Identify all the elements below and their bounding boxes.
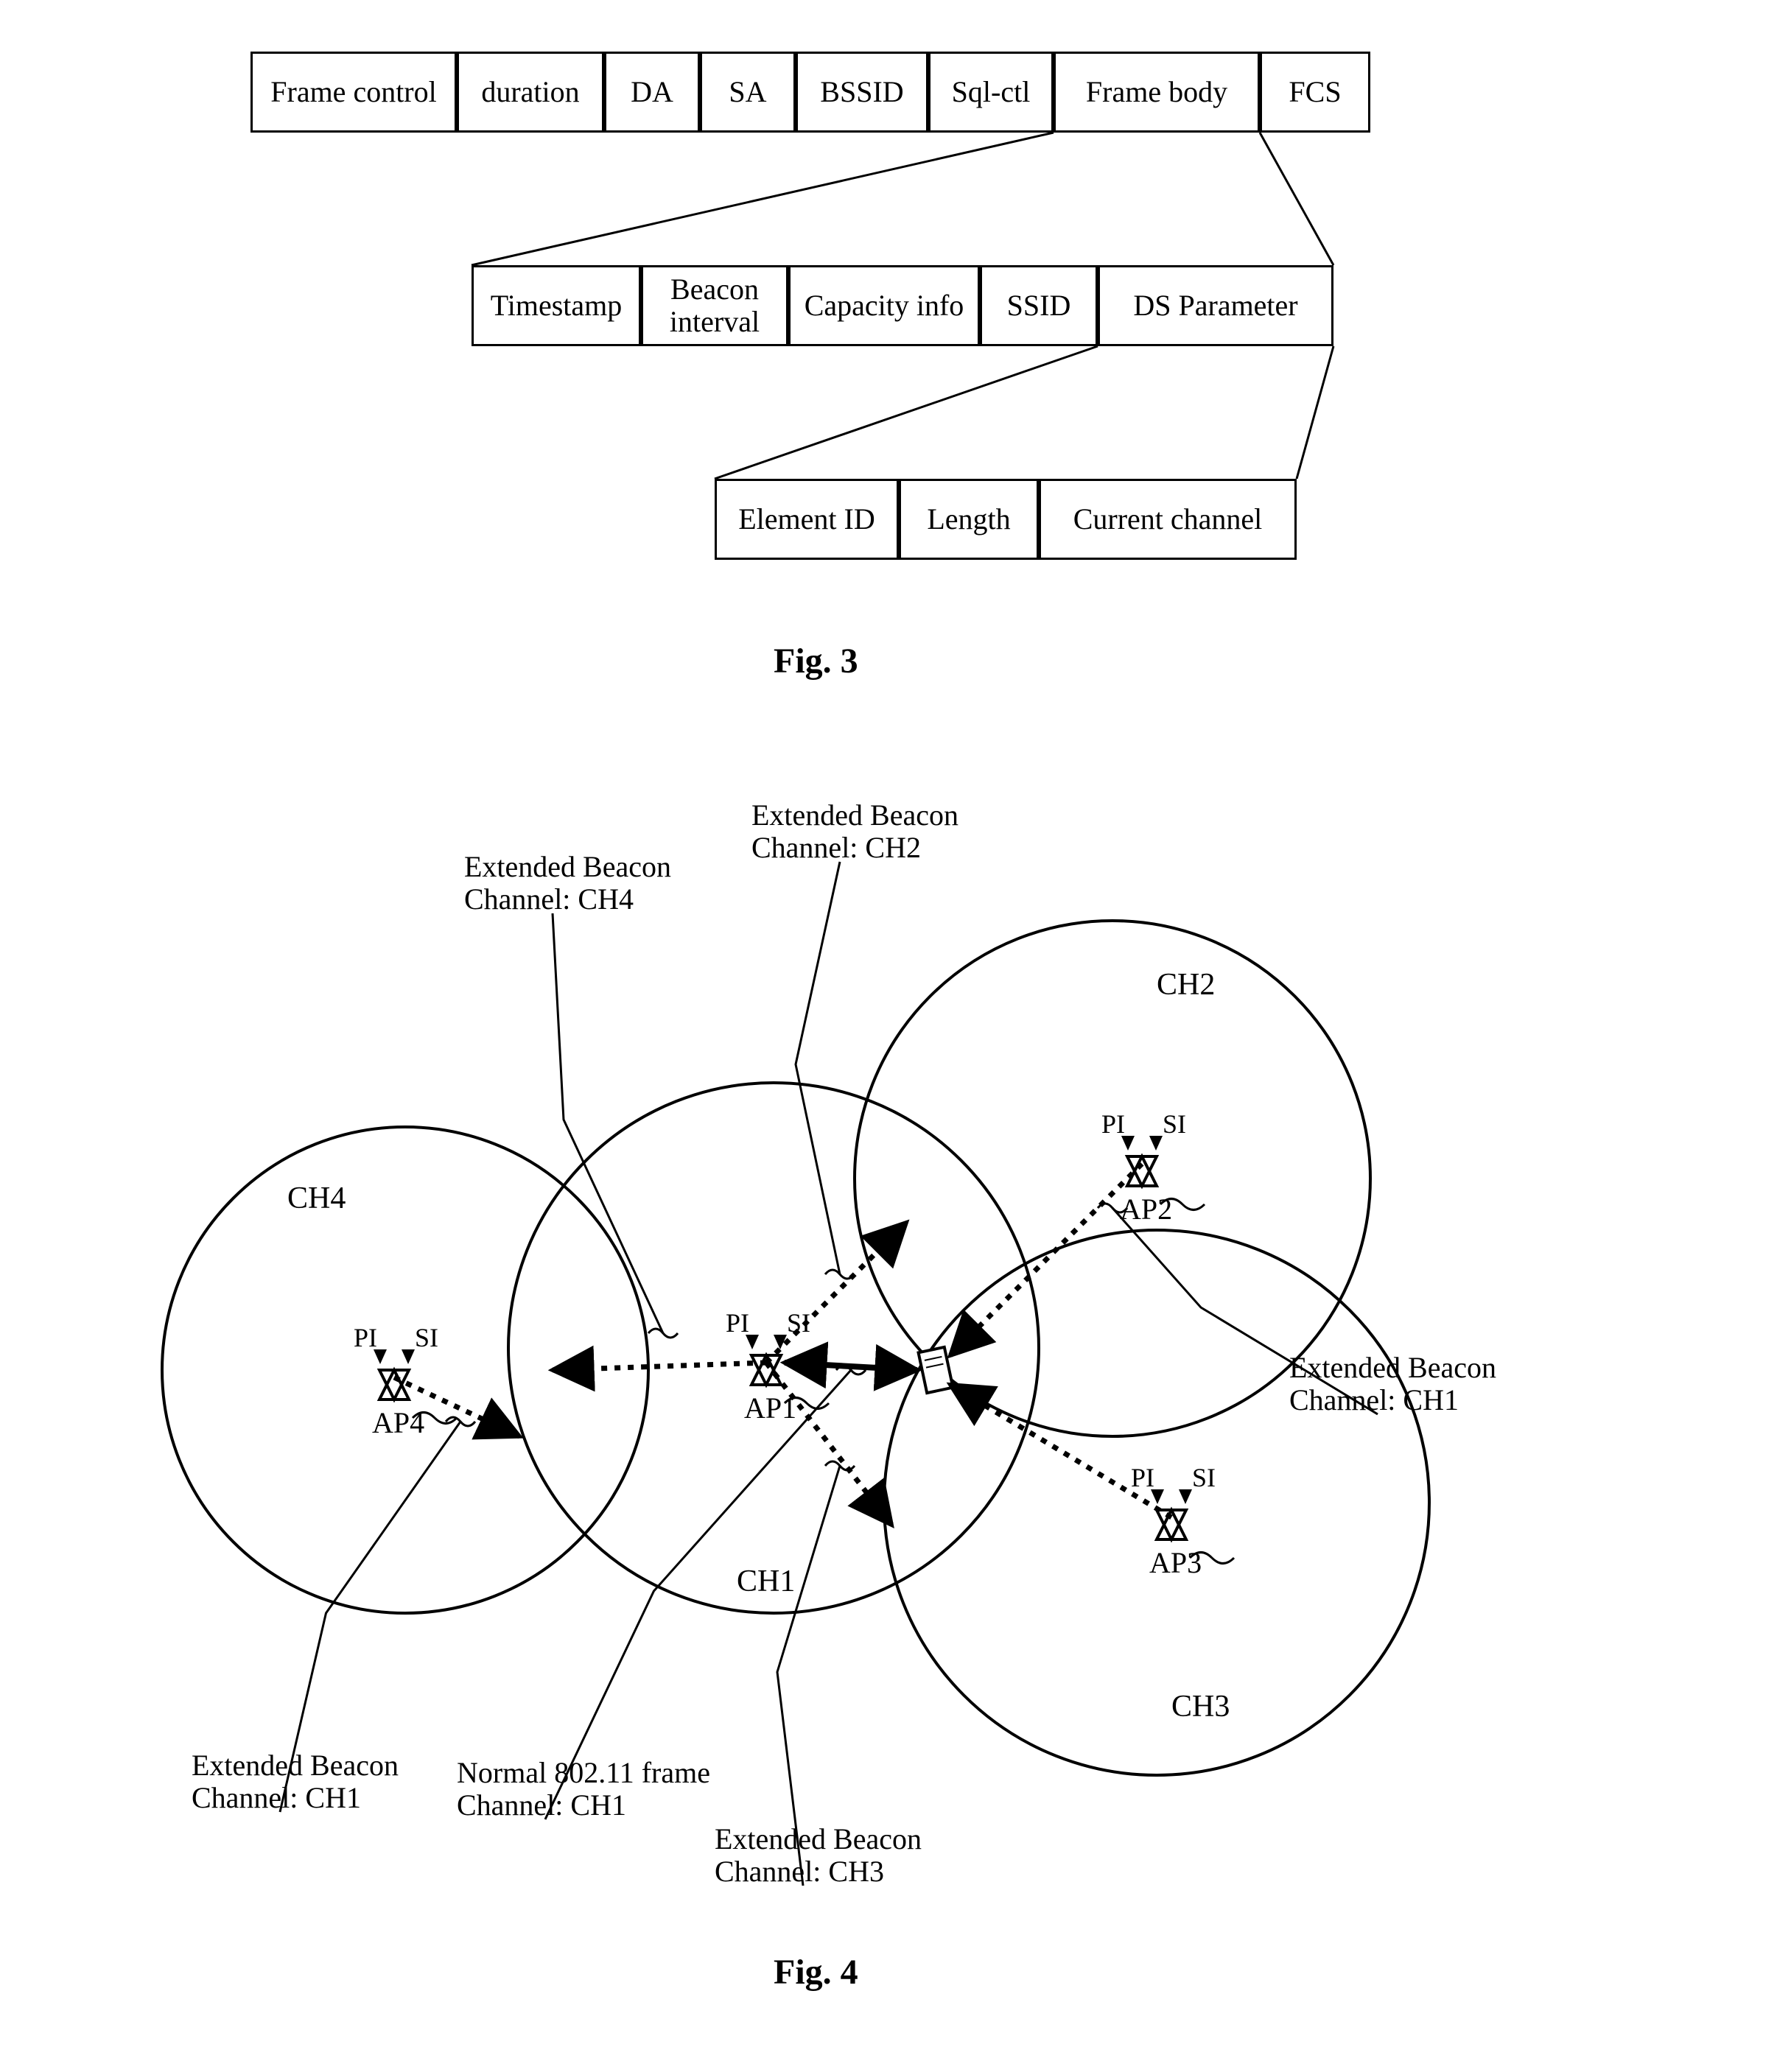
svg-text:PI: PI [1101,1109,1125,1139]
callout-leader [796,862,840,1274]
callout-label: Extended Beacon [751,798,958,832]
access-point-ap2: PI SI AP2 [1101,1109,1205,1226]
extended-beacon-arrow [950,1164,1142,1355]
svg-text:PI: PI [1131,1463,1154,1492]
expansion-lines-2 [29,29,1748,619]
svg-text:AP4: AP4 [372,1406,424,1439]
extended-beacon-arrow [950,1385,1171,1517]
svg-text:SI: SI [1163,1109,1186,1139]
svg-text:SI: SI [415,1323,438,1352]
svg-text:PI: PI [354,1323,377,1352]
callout-label: Channel: CH2 [751,831,921,864]
figure-caption: Fig. 4 [774,1952,858,1992]
callout-label: Channel: CH4 [464,882,634,916]
network-diagram: PI SI AP4 PI SI AP1 PI SI AP2 PI SI [140,766,1613,1945]
channel-label: CH4 [287,1181,346,1215]
callout-label: Extended Beacon [715,1822,922,1855]
callout-label: Channel: CH1 [192,1781,361,1814]
callout-leader [545,1370,851,1819]
callout-label: Channel: CH1 [457,1788,626,1822]
channel-label: CH3 [1171,1690,1230,1724]
svg-text:AP3: AP3 [1149,1546,1202,1579]
channel-label: CH2 [1157,968,1215,1002]
callout-leader [553,913,663,1333]
callout-label: Extended Beacon [192,1749,399,1782]
callout-label: Normal 802.11 frame [457,1756,710,1789]
coverage-circle [508,1083,1039,1613]
extended-beacon-arrow [766,1223,906,1363]
figure-caption: Fig. 3 [774,641,858,681]
svg-text:SI: SI [1192,1463,1216,1492]
channel-label: CH1 [737,1564,795,1598]
extended-beacon-arrow [553,1363,766,1370]
callout-label: Extended Beacon [464,850,671,883]
access-point-ap4: PI SI AP4 [354,1323,457,1439]
svg-text:PI: PI [726,1308,749,1338]
mobile-station [919,1347,953,1393]
access-point-ap3: PI SI AP3 [1131,1463,1234,1579]
coverage-circle [884,1230,1429,1775]
svg-text:AP1: AP1 [744,1391,796,1425]
